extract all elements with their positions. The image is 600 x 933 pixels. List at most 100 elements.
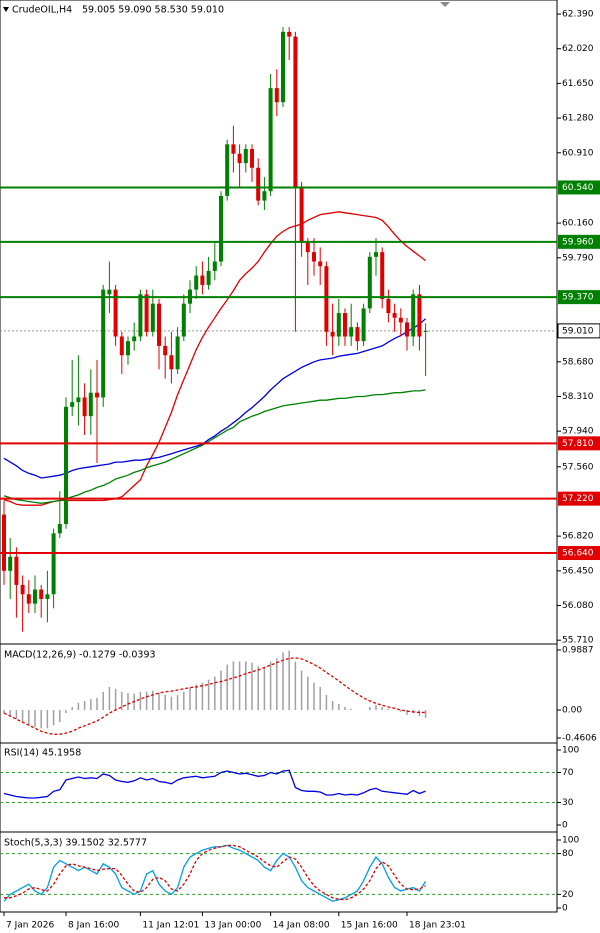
x-tick-label: 8 Jan 16:00 (68, 921, 120, 931)
level-box (558, 180, 600, 195)
candle-body (150, 303, 155, 332)
candle-body (70, 402, 75, 407)
candle-body (57, 523, 62, 534)
candle-body (423, 330, 428, 332)
candle-body (250, 149, 254, 168)
candle-body (274, 88, 279, 103)
candle-body (107, 289, 112, 295)
y-tick-label: 62.020 (562, 44, 594, 54)
candle-body (14, 556, 19, 585)
level-label: 59.960 (562, 237, 594, 247)
x-tick-label: 18 Jan 23:01 (409, 921, 466, 931)
candle-body (26, 594, 31, 604)
y-tick-label: 20 (562, 890, 574, 900)
candle-body (20, 584, 25, 595)
candle-body (95, 392, 99, 398)
candle-body (76, 397, 81, 403)
candle-body (299, 186, 304, 243)
candle-body (45, 594, 50, 599)
y-tick-label: 0.00 (562, 706, 582, 716)
candle-body (138, 294, 143, 337)
candle-body (169, 355, 174, 370)
level-box (558, 491, 600, 506)
y-tick-label: 70 (562, 768, 574, 778)
candle-body (287, 31, 292, 37)
candle-body (64, 406, 68, 524)
y-tick-label: 57.940 (562, 427, 594, 437)
candle-body (2, 514, 6, 571)
candle-body (144, 294, 149, 332)
indicator-line (3, 211, 426, 506)
candle-body (219, 195, 223, 262)
x-tick-label: 13 Jan 00:00 (204, 921, 261, 931)
y-tick-label: 58.680 (562, 357, 594, 367)
candle-body (51, 533, 56, 595)
candle-body (88, 392, 93, 417)
y-tick-label: 57.560 (562, 462, 594, 472)
x-tick-label: 15 Jan 16:00 (341, 921, 398, 931)
candle-body (336, 313, 341, 337)
candle-body (181, 303, 186, 337)
candle-body (411, 294, 416, 337)
y-tick-label: 0 (562, 821, 568, 831)
candle-body (312, 252, 316, 262)
candle-body (113, 289, 118, 337)
chart-header-values: 59.005 59.090 58.530 59.010 (82, 5, 224, 16)
candle-body (82, 397, 87, 417)
candle-body (281, 31, 285, 103)
macd-title: MACD(12,26,9) -0.1279 -0.0393 (4, 650, 156, 661)
candle-body (305, 242, 310, 253)
level-label: 60.540 (562, 183, 594, 193)
stoch-title: Stoch(5,3,3) 39.1502 32.5777 (4, 838, 147, 849)
candle-body (374, 252, 378, 257)
candle-body (262, 191, 267, 201)
candle-body (367, 256, 372, 309)
candle-body (417, 294, 422, 337)
y-tick-label: 55.710 (562, 636, 594, 646)
candle-body (386, 299, 391, 314)
menu-triangle[interactable] (3, 7, 9, 12)
candle-body (398, 317, 403, 323)
candle-body (268, 88, 273, 192)
y-tick-label: 0.9887 (562, 646, 594, 656)
chart-title: CrudeOIL,H4 (12, 5, 72, 16)
y-tick-label: 58.310 (562, 392, 594, 402)
plot-frame (0, 0, 558, 913)
y-tick-label: 56.820 (562, 532, 594, 542)
level-box (558, 546, 600, 561)
candle-body (243, 149, 248, 164)
candle-body (200, 275, 205, 285)
candle-body (405, 322, 409, 337)
candle-body (39, 589, 44, 599)
candle-body (157, 303, 161, 346)
y-tick-label: 60.910 (562, 148, 594, 158)
indicator-line (3, 389, 426, 504)
candle-body (293, 36, 298, 187)
candle-body (349, 327, 354, 337)
candle-body (324, 266, 329, 332)
level-label: 59.370 (562, 293, 594, 303)
candle-body (361, 308, 366, 342)
rsi-title: RSI(14) 45.1958 (4, 748, 81, 759)
candle-body (392, 313, 397, 318)
candle-body (343, 313, 347, 337)
x-tick-label: 11 Jan 12:01 (142, 921, 199, 931)
indicator-line (3, 844, 427, 902)
y-tick-label: 100 (562, 836, 579, 846)
candle-body (194, 275, 199, 290)
indicator-line (4, 844, 426, 901)
level-box (558, 234, 600, 249)
y-tick-label: 30 (562, 798, 574, 808)
candle-body (256, 167, 261, 201)
level-box (558, 290, 600, 305)
candle-body (225, 144, 230, 196)
candle-body (175, 336, 180, 370)
candle-body (119, 336, 124, 356)
candle-body (237, 153, 242, 164)
level-box (558, 436, 600, 451)
y-tick-label: 60.160 (562, 219, 594, 229)
candle-body (126, 341, 130, 356)
indicator-line (3, 318, 427, 479)
last-price-box (557, 323, 600, 339)
y-tick-label: 80 (562, 849, 574, 859)
